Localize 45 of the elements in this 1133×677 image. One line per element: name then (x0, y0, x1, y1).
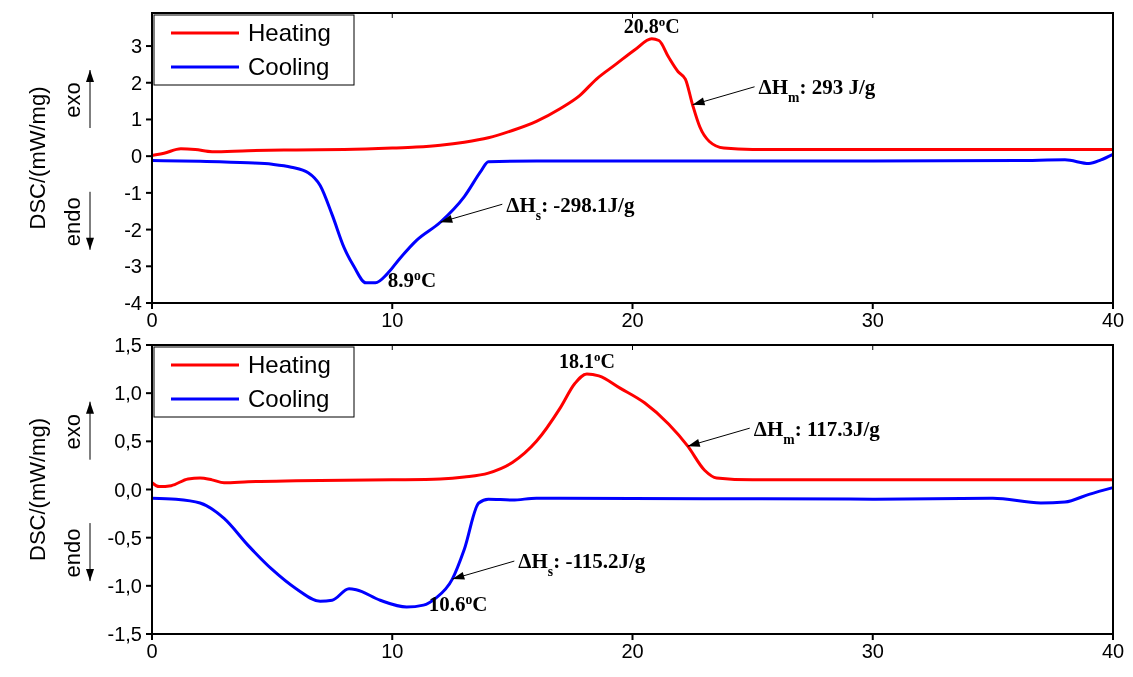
x-tick-label: 20 (621, 640, 644, 662)
y-tick-label: -1,5 (107, 623, 142, 645)
x-tick-label: 0 (146, 309, 158, 331)
y-tick-label: 0,5 (114, 430, 142, 453)
annotation: 8.9$^{o}$C (387, 267, 437, 292)
legend-label: Cooling (248, 53, 330, 81)
annotation: ΔH$_{m}$: 293 J/g (758, 75, 876, 105)
annotation: 18.1$^{o}$C (558, 348, 615, 372)
text: exo (59, 413, 85, 450)
text: endo (59, 528, 85, 578)
x-tick-label: 40 (1101, 309, 1125, 331)
x-tick-label: 30 (861, 309, 884, 331)
y-tick-label: -1,0 (107, 574, 142, 597)
text: exo (59, 82, 85, 118)
y-tick-label: -4 (124, 292, 142, 314)
x-tick-label: 10 (381, 309, 404, 331)
text: endo (59, 197, 85, 247)
y-tick-label: 0,0 (114, 478, 142, 501)
y-tick-label: 2 (130, 71, 142, 94)
y-tick-label: -3 (124, 255, 142, 278)
line-series (150, 152, 1115, 285)
annotation: ΔH$_{s}$: -115.2J/g (518, 549, 646, 579)
annotation: ΔH$_{s}$: -298.1J/g (506, 192, 635, 223)
annotation: ΔH$_{m}$: 117.3J/g (753, 416, 881, 446)
x-tick-label: 0 (146, 640, 158, 662)
y-tick-label: 1,0 (114, 382, 142, 405)
y-tick-label: 1,5 (114, 334, 142, 356)
y-tick-label: -2 (124, 218, 142, 241)
legend-label: Heating (248, 19, 331, 47)
y-axis-title: DSC/(mW/mg) (25, 418, 50, 561)
line-series (150, 486, 1115, 609)
y-tick-label: 1 (130, 108, 142, 131)
legend-label: Heating (248, 351, 331, 379)
y-axis-title: DSC/(mW/mg) (25, 86, 50, 230)
y-tick-label: -1 (124, 181, 142, 204)
y-tick-label: -0,5 (107, 526, 142, 549)
x-tick-label: 10 (381, 640, 404, 662)
y-tick-label: 0 (130, 145, 142, 168)
legend-label: Cooling (248, 385, 330, 413)
x-tick-label: 30 (861, 640, 884, 662)
annotation: 10.6$^{o}$C (428, 591, 488, 617)
x-tick-label: 40 (1101, 640, 1125, 662)
annotation: 20.8$^{o}$C (623, 13, 680, 37)
x-tick-label: 20 (621, 309, 644, 331)
y-tick-label: 3 (130, 35, 142, 58)
